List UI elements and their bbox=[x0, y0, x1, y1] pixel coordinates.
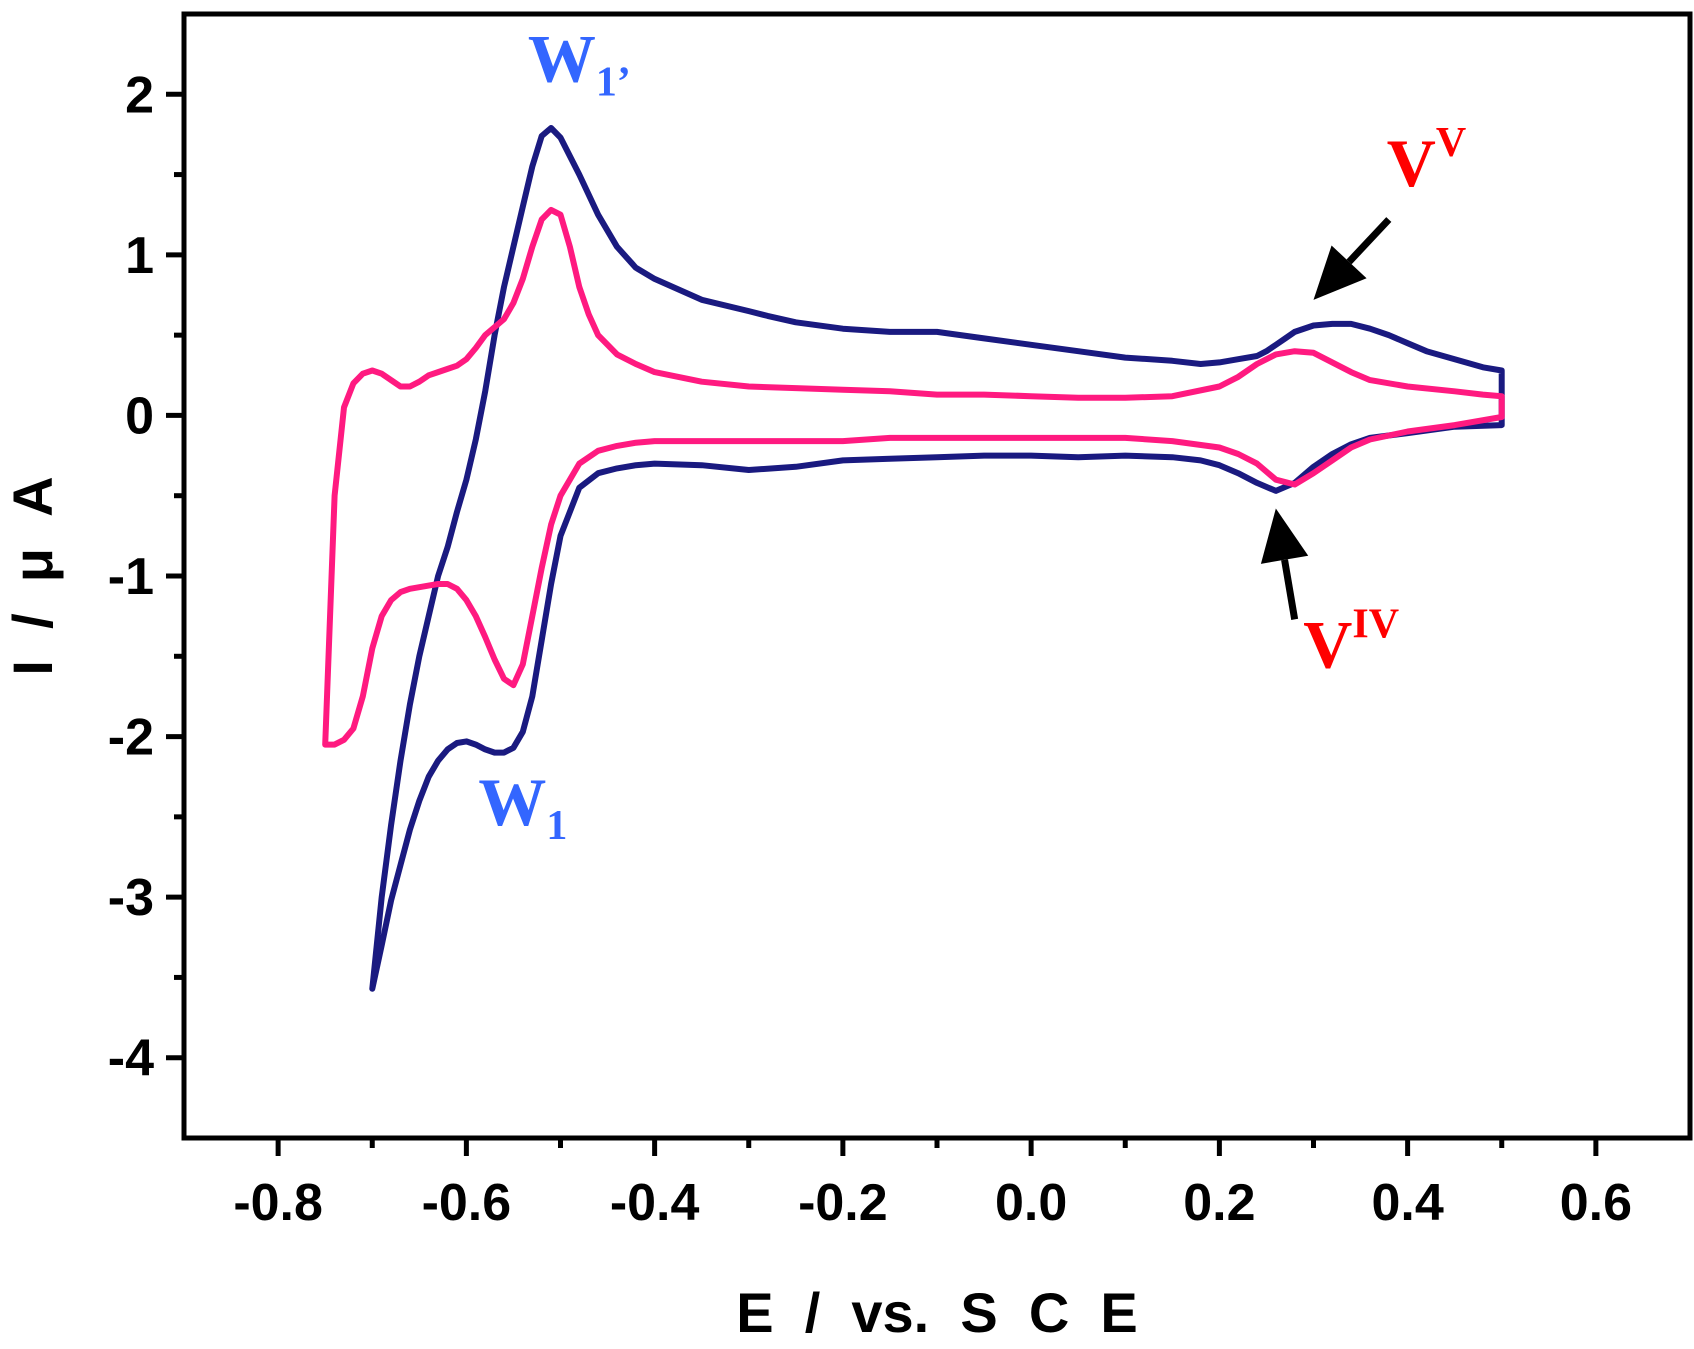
tick-labels-group: -0.8 -0.6 -0.4 -0.2 0.0 0.2 0.4 0.6 -4 -3 -2 -1 0 1 2 bbox=[108, 66, 1632, 1232]
y-tick-label: -3 bbox=[108, 869, 154, 927]
x-tick-label: 0.4 bbox=[1371, 1174, 1443, 1232]
y-tick-label: -1 bbox=[108, 548, 154, 606]
annotations-group: W1’ W1 VV VIV bbox=[478, 20, 1466, 848]
x-tick-label: -0.2 bbox=[798, 1174, 888, 1232]
series-line-0 bbox=[369, 125, 1505, 992]
y-axis-title: I / μ A bbox=[1, 476, 64, 675]
axis-ticks-group bbox=[166, 91, 1599, 1156]
annotation-label: VIV bbox=[1303, 602, 1399, 683]
plot-series-group bbox=[322, 125, 1505, 992]
x-tick-label: -0.8 bbox=[233, 1174, 323, 1232]
arrow-head bbox=[1260, 508, 1309, 564]
arrow-shaft bbox=[1346, 217, 1392, 265]
x-tick-label: 0.2 bbox=[1183, 1174, 1255, 1232]
y-tick-label: -4 bbox=[108, 1030, 154, 1088]
annotation-label: W1’ bbox=[528, 20, 631, 105]
y-tick-label: 1 bbox=[125, 227, 154, 285]
annotation-label: VV bbox=[1387, 120, 1466, 201]
arrow-shaft bbox=[1281, 559, 1299, 620]
x-tick-label: 0.6 bbox=[1560, 1174, 1632, 1232]
y-tick-label: 2 bbox=[125, 66, 154, 124]
x-tick-label: -0.6 bbox=[422, 1174, 512, 1232]
series-line-1 bbox=[322, 206, 1505, 748]
arrow-head bbox=[1313, 245, 1367, 300]
annotation-label: W1 bbox=[478, 764, 567, 849]
y-tick-label: 0 bbox=[125, 387, 154, 445]
x-tick-label: -0.4 bbox=[610, 1174, 700, 1232]
x-axis-title: E / vs. S C E bbox=[736, 1281, 1138, 1344]
x-tick-label: 0.0 bbox=[995, 1174, 1067, 1232]
y-tick-label: -2 bbox=[108, 709, 154, 767]
